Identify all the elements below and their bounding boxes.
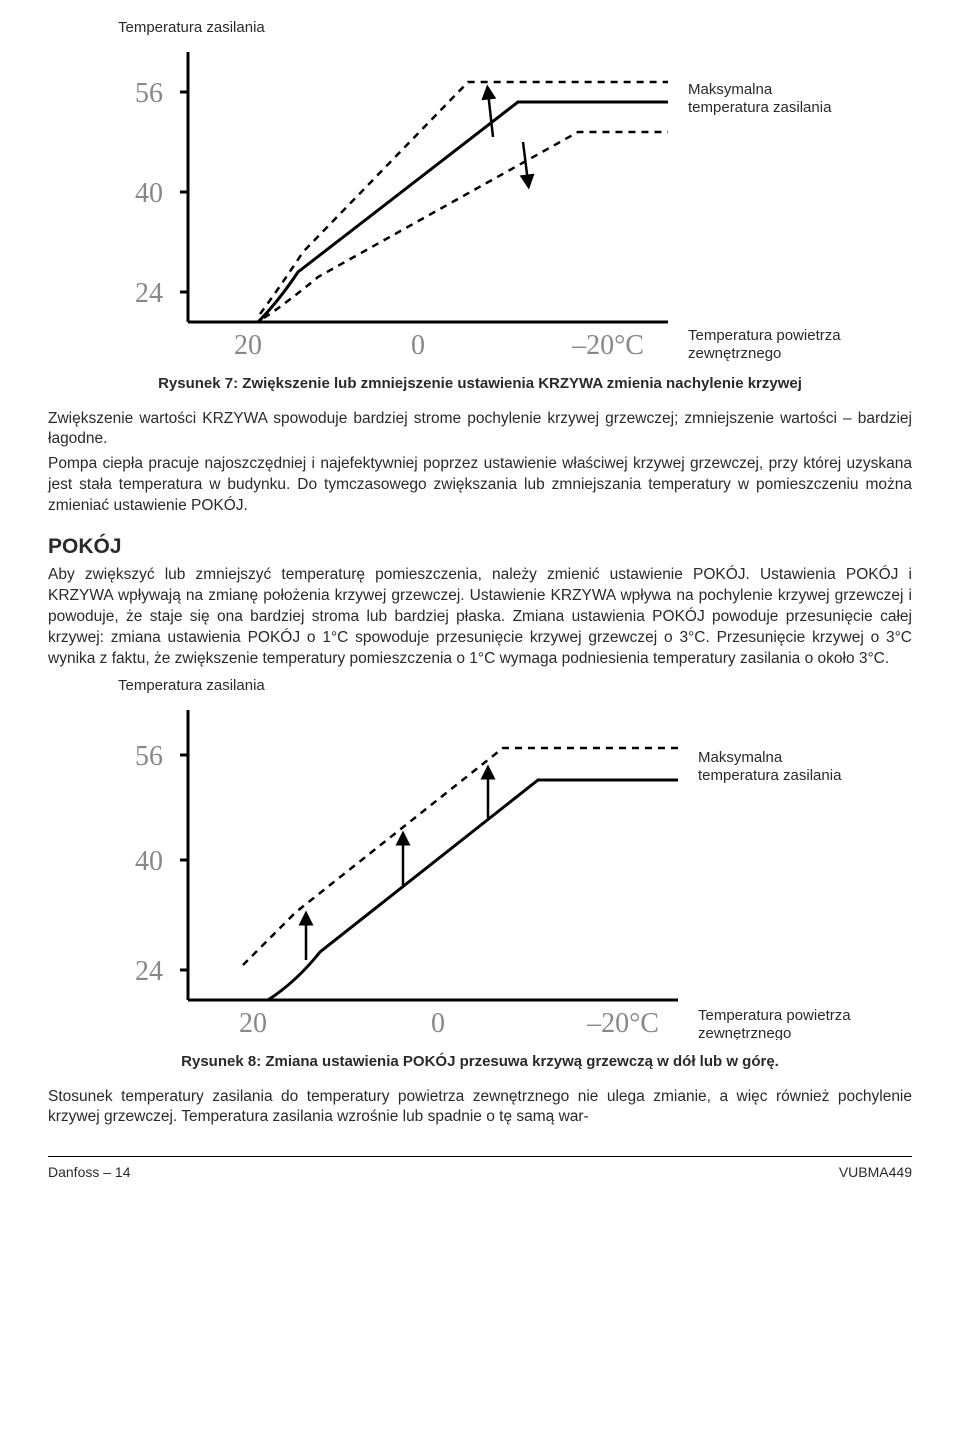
paragraph-4: Stosunek temperatury zasilania do temper… <box>48 1087 912 1129</box>
chart2-x-label-l1: Temperatura powietrza <box>698 1007 851 1024</box>
section-heading: POKÓJ <box>48 533 912 561</box>
chart1-max-label-l2: temperatura zasilania <box>688 99 832 116</box>
chart2-y-axis-title: Temperatura zasilania <box>118 676 912 696</box>
chart1-ytick-2: 24 <box>135 278 163 309</box>
chart-2: Temperatura zasilania 56 40 24 20 0 –20°… <box>48 676 912 1040</box>
chart1-dashed-lower <box>264 132 668 318</box>
chart2-xtick-1: 0 <box>431 1008 445 1039</box>
chart1-caption: Rysunek 7: Zwiększenie lub zmniejszenie … <box>48 374 912 394</box>
chart1-xtick-2: –20°C <box>571 330 644 361</box>
chart-1: Temperatura zasilania 56 40 24 20 0 –20°… <box>48 18 912 362</box>
footer-left: Danfoss – 14 <box>48 1163 131 1182</box>
chart1-xtick-0: 20 <box>234 330 262 361</box>
paragraph-1: Zwiększenie wartości KRZYWA spowoduje ba… <box>48 409 912 451</box>
chart2-ytick-0: 56 <box>135 741 163 772</box>
chart1-ytick-1: 40 <box>135 178 163 209</box>
paragraph-2: Pompa ciepła pracuje najoszczędniej i na… <box>48 454 912 517</box>
chart1-ytick-0: 56 <box>135 78 163 109</box>
chart2-x-label-l2: zewnętrznego <box>698 1025 791 1040</box>
footer-right: VUBMA449 <box>839 1163 912 1182</box>
chart1-main-curve <box>258 102 668 322</box>
chart2-xtick-2: –20°C <box>586 1008 659 1039</box>
page-footer: Danfoss – 14 VUBMA449 <box>48 1156 912 1182</box>
chart1-dashed-upper <box>260 82 668 314</box>
chart2-svg: 56 40 24 20 0 –20°C Maksymalna temperatu… <box>48 700 868 1040</box>
chart1-x-label-l1: Temperatura powietrza <box>688 327 841 344</box>
chart2-main-curve <box>268 780 678 1000</box>
chart2-ytick-1: 40 <box>135 846 163 877</box>
chart2-caption: Rysunek 8: Zmiana ustawienia POKÓJ przes… <box>48 1052 912 1072</box>
chart1-max-label-l1: Maksymalna <box>688 81 773 98</box>
chart2-max-label-l1: Maksymalna <box>698 749 783 766</box>
chart1-x-label-l2: zewnętrznego <box>688 345 781 362</box>
chart1-arrow-up <box>488 92 493 137</box>
paragraph-3: Aby zwiększyć lub zmniejszyć temperaturę… <box>48 565 912 670</box>
chart1-y-axis-title: Temperatura zasilania <box>118 18 912 38</box>
chart1-xtick-1: 0 <box>411 330 425 361</box>
chart2-ytick-2: 24 <box>135 956 163 987</box>
chart2-xtick-0: 20 <box>239 1008 267 1039</box>
chart1-svg: 56 40 24 20 0 –20°C Maksymalna temperatu… <box>48 42 868 362</box>
chart2-max-label-l2: temperatura zasilania <box>698 767 842 784</box>
